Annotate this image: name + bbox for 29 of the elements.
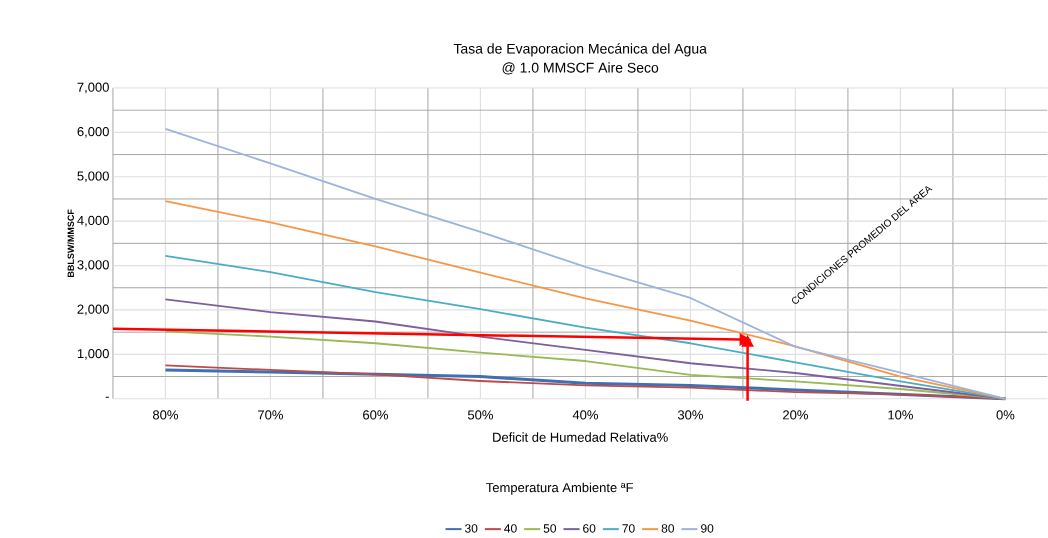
x-tick-label: 40%	[572, 410, 598, 420]
legend-label: 80	[661, 524, 675, 533]
y-axis-title: BBLSW/MMSCF	[67, 209, 75, 277]
y-tick-label: 2,000	[77, 304, 109, 316]
x-tick-label: 70%	[258, 410, 283, 420]
legend-label: 50	[543, 524, 557, 533]
legend-label: 70	[622, 524, 635, 533]
legend-label: 30	[464, 524, 478, 533]
y-tick-label: 3,000	[77, 260, 109, 271]
y-tick-label: 6,000	[77, 126, 109, 138]
y-tick-label: 5,000	[77, 171, 109, 183]
x-axis-title: Deficit de Humedad Relativa%	[493, 432, 668, 442]
y-tick-label: -	[105, 396, 109, 398]
legend-label: 60	[583, 524, 596, 533]
x-tick-label: 10%	[888, 410, 913, 420]
chart-title: Tasa de Evaporacion Mecánica del Agua @ 1.0 MMSCF Aire Seco	[453, 43, 707, 75]
y-tick-label: 4,000	[77, 215, 109, 227]
y-tick-label: 7,000	[77, 82, 109, 94]
x-tick-label: 0%	[996, 410, 1015, 420]
line-series	[164, 127, 1007, 400]
x-tick-label: 60%	[363, 410, 388, 420]
legend-label: 40	[504, 524, 517, 533]
x-tick-label: 50%	[467, 410, 493, 420]
x-tick-label: 20%	[783, 410, 808, 420]
legend-title: Temperatura Ambiente ªF	[486, 482, 634, 495]
x-tick-label: 30%	[677, 410, 703, 420]
y-tick-label: 1,000	[77, 348, 109, 360]
x-tick-label: 80%	[153, 410, 178, 420]
legend-label: 90	[701, 524, 714, 533]
